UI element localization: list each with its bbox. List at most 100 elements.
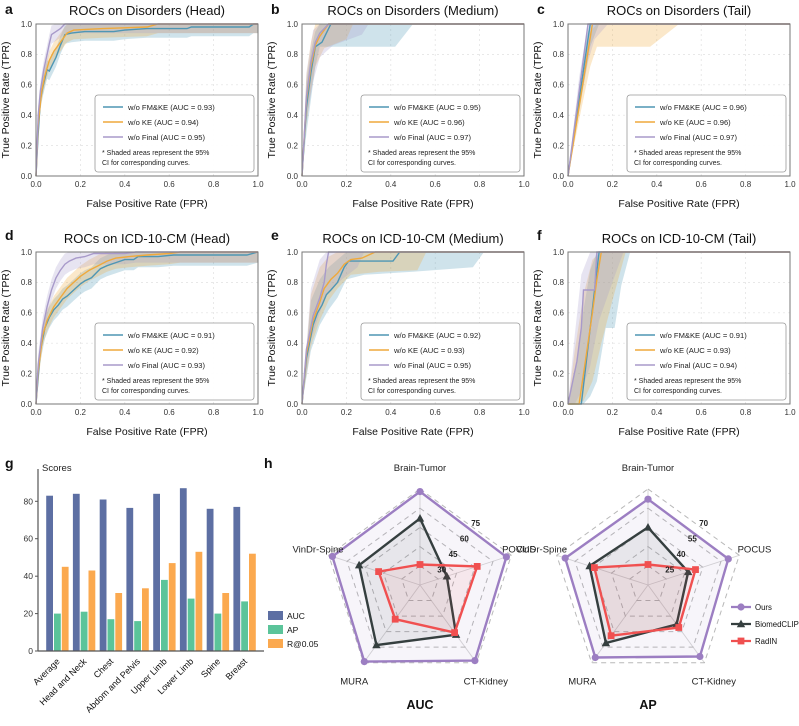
x-tick-label: 0.2	[341, 408, 353, 417]
y-axis-label: True Positive Rate (TPR)	[0, 270, 12, 387]
y-tick-label: 1.0	[287, 20, 299, 29]
y-tick-label: 0.4	[21, 339, 33, 348]
legend-swatch	[268, 611, 283, 620]
bar-ap	[107, 619, 115, 651]
y-tick-label: 0.6	[553, 309, 565, 318]
radial-tick-label: 30	[437, 566, 446, 575]
y-axis-label: True Positive Rate (TPR)	[0, 42, 12, 159]
ci-band	[568, 252, 790, 404]
y-tick-label: 60	[24, 534, 34, 544]
y-tick-label: 0.8	[21, 50, 33, 59]
plot-frame	[567, 23, 791, 177]
plot-frame	[301, 23, 525, 177]
bar-auc	[72, 493, 80, 651]
x-tick-label: 0.8	[474, 408, 486, 417]
radar-series-biomedclip	[357, 517, 458, 647]
y-axis-label: True Positive Rate (TPR)	[266, 42, 278, 159]
radar-ring	[556, 488, 740, 664]
radar-spoke	[591, 584, 649, 663]
x-tick-label: 0.4	[651, 408, 663, 417]
radial-tick-label: 25	[665, 566, 674, 575]
x-tick-label: 0.4	[651, 180, 663, 189]
x-tick-label: 0.0	[562, 180, 574, 189]
y-tick-label: 20	[24, 609, 34, 619]
y-tick-label: 0.0	[553, 172, 565, 181]
x-tick-label: 0.0	[30, 408, 42, 417]
marker-circle	[696, 652, 704, 661]
roc-curve	[301, 251, 524, 405]
marker-square	[737, 637, 745, 645]
bar-ap	[134, 621, 141, 651]
radar-axis-label: Brain-Tumor	[622, 463, 674, 474]
x-axis-label: False Positive Rate (FPR)	[86, 426, 207, 438]
radial-tick-label: 75	[471, 519, 480, 528]
marker-circle	[591, 653, 599, 662]
marker-square	[416, 561, 424, 568]
roc-chart-icd10-tail: ROCs on ICD-10-CM (Tail) 0.0 0.2 0.4 0.6 0.8 1…	[532, 231, 796, 438]
radar-spoke	[363, 584, 421, 663]
x-tick-label: 0.0	[30, 180, 42, 189]
marker-square	[607, 632, 615, 640]
radial-tick-label: 45	[449, 550, 458, 559]
y-tick-label: 0.0	[287, 172, 299, 181]
y-tick-label: 0.2	[553, 369, 565, 378]
y-tick-label: 1.0	[287, 248, 299, 257]
radar-series-ours	[331, 490, 508, 663]
y-tick-label: 40	[24, 571, 34, 581]
radar-ring	[401, 565, 439, 601]
roc-curve	[301, 251, 524, 405]
legend-swatch	[268, 625, 283, 634]
y-tick-label: 0.6	[553, 81, 565, 90]
legend-label: w/o Final (AUC = 0.95)	[127, 133, 205, 142]
legend-label: RadIN	[755, 637, 777, 646]
marker-circle	[502, 553, 510, 561]
marker-circle	[724, 555, 732, 563]
radar-ring	[382, 545, 458, 617]
x-axis-label: False Positive Rate (FPR)	[618, 198, 739, 210]
panel-label-h: h	[264, 455, 273, 471]
bar-auc	[153, 493, 160, 651]
y-axis-label: True Positive Rate (TPR)	[532, 42, 544, 159]
panel-label-f: f	[537, 227, 542, 243]
legend-label: w/o KE (AUC = 0.93)	[393, 346, 465, 355]
marker-triangle	[736, 619, 746, 628]
x-axis-label: False Positive Rate (FPR)	[352, 198, 473, 210]
marker-square	[375, 568, 382, 575]
radial-tick-label: 40	[677, 550, 686, 559]
x-tick-label: 0.8	[208, 408, 220, 417]
ci-band	[36, 24, 258, 176]
category-label: Spine	[199, 656, 222, 679]
radar-ring	[328, 488, 512, 664]
y-tick-label: 0.0	[21, 172, 33, 181]
bar-auc	[206, 508, 214, 651]
radar-axis-label: MURA	[568, 677, 597, 688]
category-label: Breast	[224, 656, 250, 682]
legend-swatch	[268, 639, 283, 648]
y-tick-label: 80	[24, 496, 34, 506]
bar-auc	[46, 495, 53, 651]
y-tick-label: 0.6	[21, 309, 33, 318]
radar-axis-label: Brain-Tumor	[394, 463, 446, 474]
x-tick-label: 1.0	[518, 408, 530, 417]
y-tick-label: 1.0	[553, 248, 565, 257]
bar-r@0.05	[61, 566, 69, 651]
radar-series-biomedclip	[588, 526, 690, 645]
x-tick-label: 0.4	[385, 408, 397, 417]
x-tick-label: 0.4	[385, 180, 397, 189]
bar-ap	[187, 598, 195, 651]
radar-series-radin	[377, 563, 479, 634]
marker-square	[391, 615, 399, 623]
legend-label: w/o KE (AUC = 0.96)	[659, 118, 731, 127]
y-tick-label: 0.2	[287, 369, 299, 378]
panel-label-a: a	[5, 1, 13, 17]
x-tick-label: 0.6	[430, 180, 442, 189]
panel-title: ROCs on ICD-10-CM (Tail)	[602, 231, 757, 246]
legend-note-line1: * Shaded areas represent the 95%	[102, 378, 209, 385]
legend-box	[360, 322, 521, 401]
ci-band	[302, 252, 524, 404]
radar-ring	[592, 526, 704, 633]
legend-label: w/o Final (AUC = 0.97)	[393, 133, 471, 142]
ci-band	[36, 252, 258, 404]
